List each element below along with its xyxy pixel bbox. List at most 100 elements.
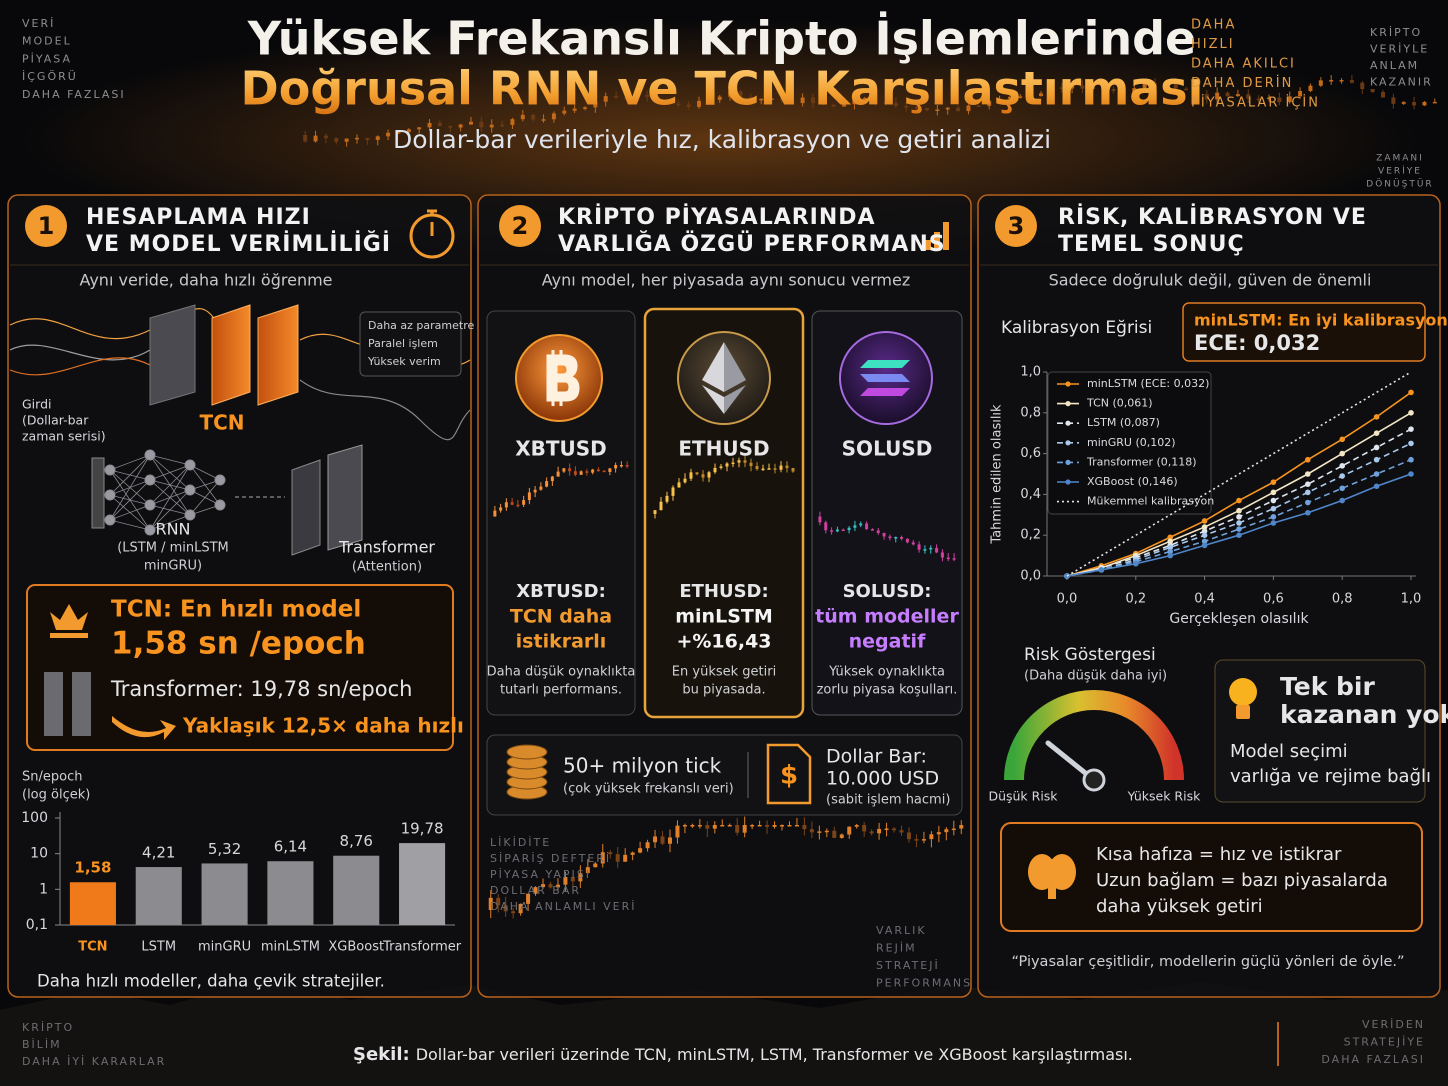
candle-body xyxy=(772,825,777,827)
side-text: VERİYLE xyxy=(1370,43,1429,56)
point xyxy=(1201,542,1208,549)
side-text: PİYASA xyxy=(22,52,72,65)
x-tick-label: XGBoost xyxy=(328,940,384,955)
point xyxy=(1201,538,1208,545)
coins-icon xyxy=(506,744,548,800)
candle-body xyxy=(757,825,762,827)
bar xyxy=(399,843,446,925)
symbol: SOLUSD xyxy=(842,437,933,461)
crown-icon xyxy=(50,604,88,630)
decoration xyxy=(9,357,151,376)
candle-body xyxy=(579,471,583,475)
candle-body xyxy=(518,903,523,914)
decoration xyxy=(724,342,746,392)
side-text: İÇGÖRÜ xyxy=(22,70,78,83)
summary-box xyxy=(1000,822,1423,932)
candle-body xyxy=(847,527,851,531)
network-node xyxy=(144,499,156,511)
card-note: Daha düşük oynaklıkta xyxy=(487,665,636,680)
decoration xyxy=(724,385,746,414)
candle-body xyxy=(675,825,680,838)
y-tick-label: 1,0 xyxy=(1020,365,1041,380)
candle-body xyxy=(865,523,869,530)
candle-body xyxy=(638,848,643,853)
candle-body xyxy=(1101,87,1106,89)
badge-text: minLSTM: En iyi kalibrasyon xyxy=(1194,311,1448,330)
candle-body xyxy=(785,465,789,469)
header-candles xyxy=(303,75,1437,147)
x-tick-label: LSTM xyxy=(141,940,176,955)
point xyxy=(1339,485,1345,492)
point xyxy=(1236,526,1242,532)
decoration xyxy=(1229,678,1257,706)
candle-body xyxy=(1153,82,1157,88)
candle-body xyxy=(570,876,575,882)
footer-side: BİLİM xyxy=(22,1038,62,1051)
candle-body xyxy=(748,97,753,100)
point xyxy=(1373,444,1380,451)
candle-body xyxy=(603,96,608,102)
candle-body xyxy=(585,471,589,473)
point xyxy=(1167,534,1173,541)
candle-body xyxy=(1298,91,1303,97)
bar xyxy=(69,882,116,925)
side-text: PİYASALAR İÇİN xyxy=(1191,95,1320,111)
highlight-title: TCN: En hızlı model xyxy=(111,597,361,623)
card-result: negatif xyxy=(849,631,926,653)
candle-body xyxy=(893,103,898,106)
candle-body xyxy=(697,100,701,107)
candle-body xyxy=(659,501,663,511)
candle-body xyxy=(1080,85,1085,89)
card-head: SOLUSD: xyxy=(843,581,932,602)
candle-body xyxy=(630,852,635,855)
candle-body xyxy=(862,825,867,832)
card-result: +%16,43 xyxy=(676,631,771,653)
decoration xyxy=(1082,768,1106,792)
y-tick-label: 100 xyxy=(21,810,48,826)
candle-body xyxy=(821,103,826,105)
x-tick-label: 0,0 xyxy=(1057,592,1078,607)
candle-body xyxy=(682,825,687,827)
candle-body xyxy=(1422,101,1427,106)
candle-body xyxy=(406,129,411,132)
card-candles xyxy=(493,455,956,562)
y-tick-label: 0,0 xyxy=(1020,569,1041,584)
panel-subtitle: Aynı model, her piyasada aynı sonucu ver… xyxy=(542,271,911,290)
note: Paralel işlem xyxy=(368,337,438,350)
candle-body xyxy=(645,842,650,849)
card-result: minLSTM xyxy=(675,606,773,628)
network-node xyxy=(144,474,156,486)
candle-body xyxy=(759,98,764,101)
candle-body xyxy=(1142,82,1147,89)
x-tick-label: 1,0 xyxy=(1401,592,1422,607)
winner: Tek bir xyxy=(1280,672,1375,701)
deco-text: LİKİDİTE xyxy=(490,836,551,849)
candle-body xyxy=(624,97,629,100)
candle-body xyxy=(555,884,560,888)
candle-body xyxy=(697,825,702,827)
candle-body xyxy=(824,522,828,531)
highlight-value: 1,58 sn /epoch xyxy=(111,626,366,662)
candle-body xyxy=(593,101,598,108)
highlight-speedup: Yaklaşık 12,5× daha hızlı xyxy=(182,714,464,738)
candle-body xyxy=(779,98,784,100)
candle-body xyxy=(904,105,909,108)
network-node xyxy=(104,489,116,501)
risk-title: Risk Göstergesi xyxy=(1024,645,1156,665)
candle-body xyxy=(303,135,308,142)
point xyxy=(1201,532,1208,538)
point xyxy=(1236,514,1242,520)
deco-text: REJİM xyxy=(876,942,917,955)
candle-body xyxy=(780,825,785,827)
dollar-icon: $ xyxy=(780,761,798,791)
card-result: tüm modeller xyxy=(815,606,959,628)
point xyxy=(1201,528,1208,534)
value-label: 1,58 xyxy=(74,859,111,877)
candle-body xyxy=(911,542,915,545)
candle-body xyxy=(1018,96,1023,98)
x-tick-label: 0,6 xyxy=(1263,592,1284,607)
card-solusd xyxy=(811,310,963,716)
side-text: DAHA AKILCI xyxy=(1191,57,1296,72)
ethereum-glyph xyxy=(702,342,746,414)
candle-body xyxy=(1111,88,1116,91)
